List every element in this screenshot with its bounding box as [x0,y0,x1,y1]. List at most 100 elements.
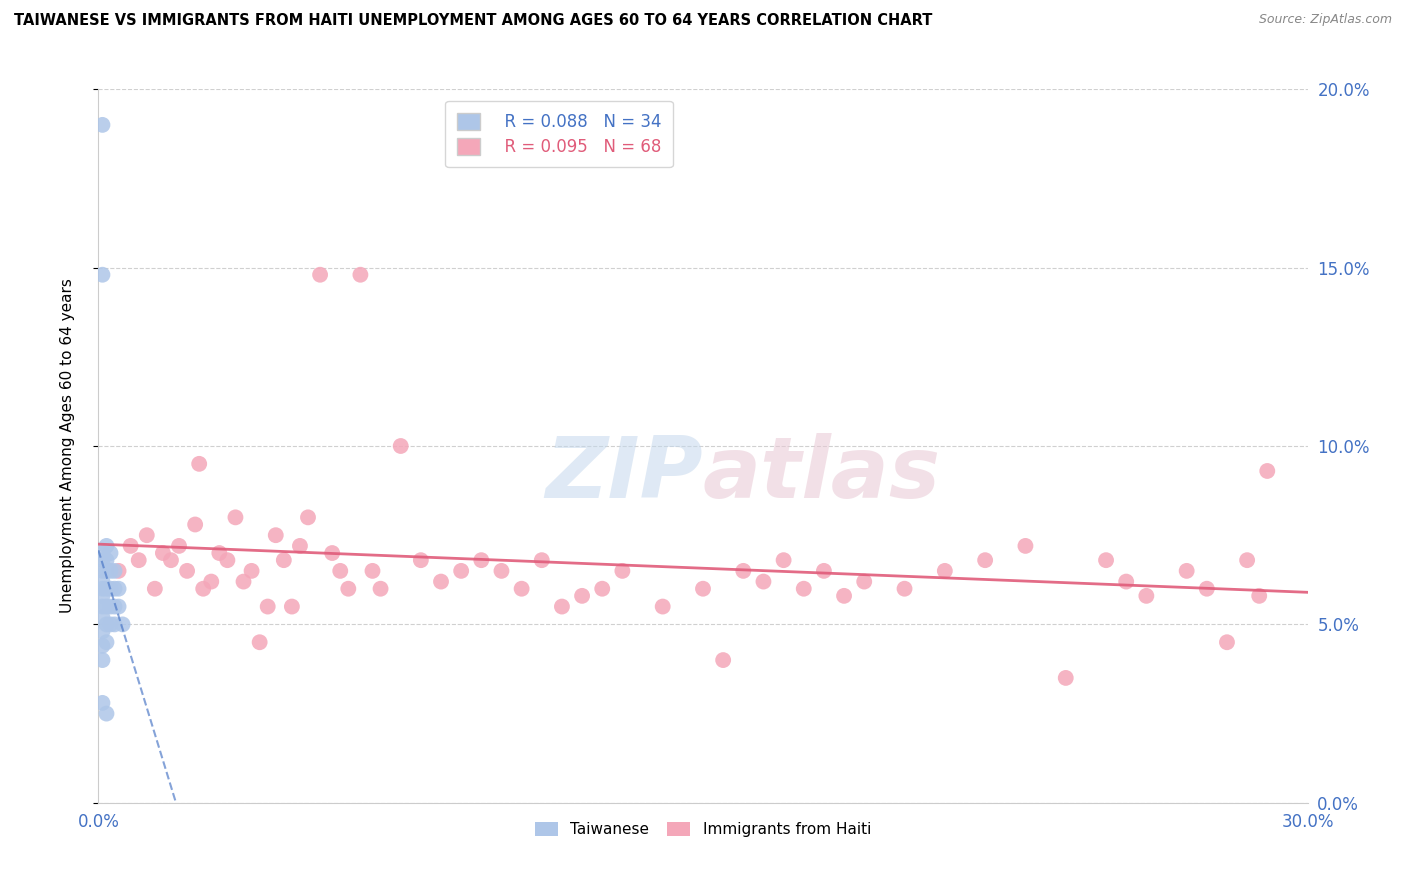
Point [184,517,207,532]
Point [321,546,343,560]
Point [91,696,114,710]
Point [91,268,114,282]
Text: atlas: atlas [703,433,941,516]
Point [450,564,472,578]
Point [264,528,287,542]
Point [409,553,432,567]
Text: ZIP: ZIP [546,433,703,516]
Point [329,564,352,578]
Point [1054,671,1077,685]
Point [1216,635,1239,649]
Point [974,553,997,567]
Point [103,582,125,596]
Point [91,624,114,639]
Point [103,599,125,614]
Point [349,268,371,282]
Point [160,553,183,567]
Point [107,564,129,578]
Point [91,582,114,596]
Point [91,564,114,578]
Point [200,574,222,589]
Point [772,553,794,567]
Point [256,599,278,614]
Point [530,553,553,567]
Text: TAIWANESE VS IMMIGRANTS FROM HAITI UNEMPLOYMENT AMONG AGES 60 TO 64 YEARS CORREL: TAIWANESE VS IMMIGRANTS FROM HAITI UNEMP… [14,13,932,29]
Point [91,546,114,560]
Point [551,599,574,614]
Point [571,589,593,603]
Point [1195,582,1218,596]
Point [143,582,166,596]
Point [100,564,122,578]
Point [249,635,271,649]
Point [103,564,125,578]
Point [176,564,198,578]
Point [733,564,755,578]
Point [167,539,190,553]
Point [100,599,122,614]
Point [651,599,673,614]
Point [96,553,118,567]
Point [120,539,142,553]
Point [491,564,513,578]
Point [91,610,114,624]
Point [1256,464,1278,478]
Point [389,439,412,453]
Point [96,617,118,632]
Point [612,564,634,578]
Point [1236,553,1258,567]
Point [692,582,714,596]
Point [832,589,855,603]
Point [470,553,492,567]
Legend: Taiwanese, Immigrants from Haiti: Taiwanese, Immigrants from Haiti [527,814,879,845]
Point [1115,574,1137,589]
Point [96,635,118,649]
Point [337,582,360,596]
Point [370,582,392,596]
Point [240,564,263,578]
Point [853,574,876,589]
Point [1249,589,1271,603]
Point [288,539,311,553]
Point [96,564,118,578]
Point [128,553,150,567]
Point [100,546,122,560]
Point [793,582,815,596]
Point [1135,589,1157,603]
Point [91,599,114,614]
Point [208,546,231,560]
Point [107,582,129,596]
Point [100,582,122,596]
Point [91,118,114,132]
Point [1095,553,1118,567]
Point [813,564,835,578]
Point [91,574,114,589]
Point [361,564,384,578]
Point [96,599,118,614]
Point [135,528,157,542]
Point [91,653,114,667]
Point [309,268,332,282]
Point [111,617,134,632]
Point [232,574,254,589]
Point [591,582,613,596]
Point [1175,564,1198,578]
Point [96,539,118,553]
Point [188,457,211,471]
Point [430,574,453,589]
Point [934,564,956,578]
Point [297,510,319,524]
Text: Source: ZipAtlas.com: Source: ZipAtlas.com [1258,13,1392,27]
Point [91,589,114,603]
Point [217,553,239,567]
Point [96,582,118,596]
Point [103,617,125,632]
Point [893,582,915,596]
Point [100,617,122,632]
Point [152,546,174,560]
Point [107,599,129,614]
Point [193,582,215,596]
Y-axis label: Unemployment Among Ages 60 to 64 years: Unemployment Among Ages 60 to 64 years [60,278,75,614]
Point [711,653,734,667]
Point [96,706,118,721]
